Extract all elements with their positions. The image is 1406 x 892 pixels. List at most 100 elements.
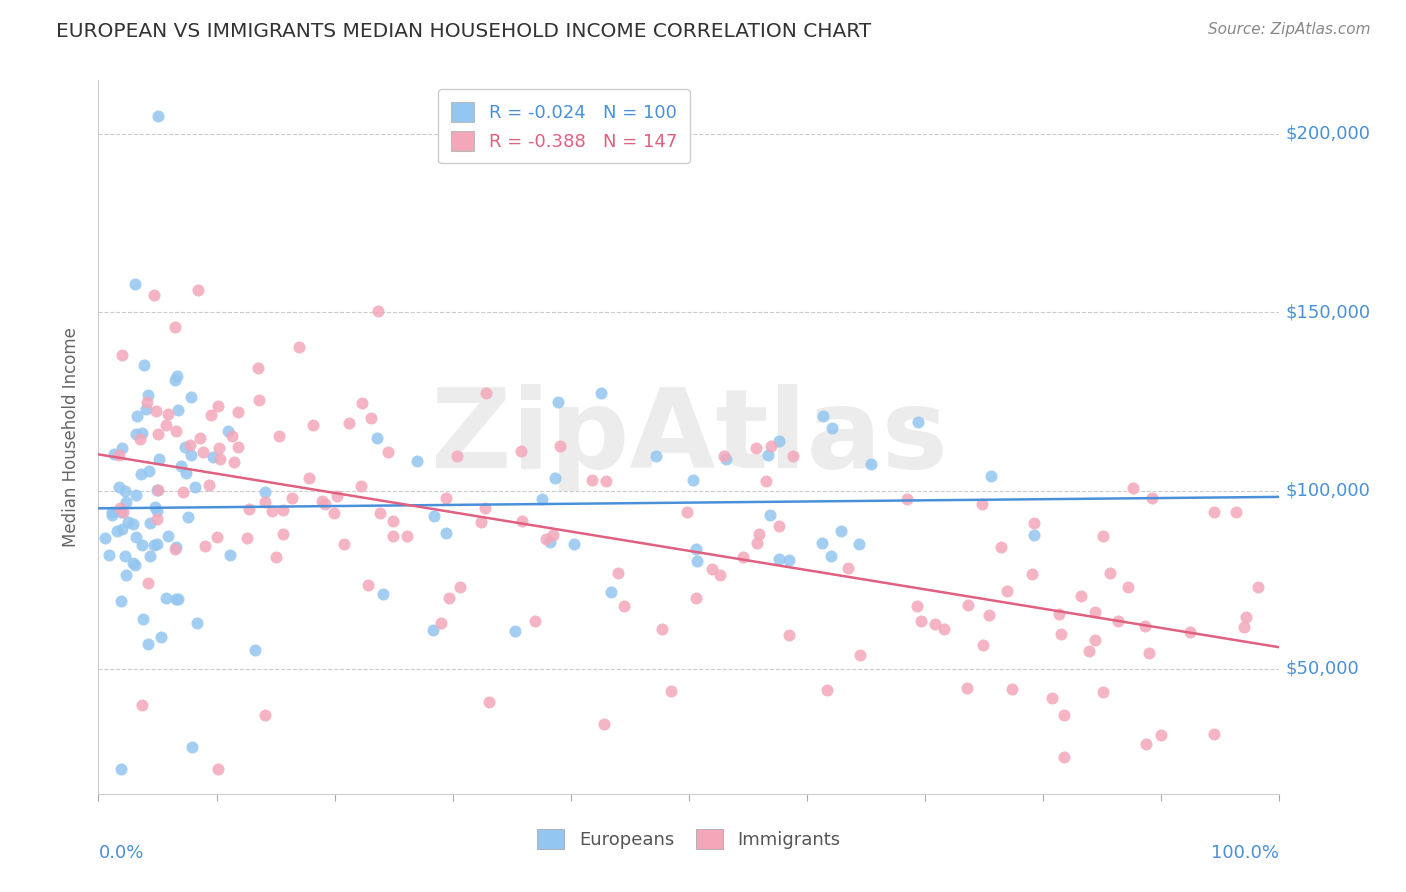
Point	[924, 617, 946, 632]
Point	[131, 698, 153, 712]
Text: EUROPEAN VS IMMIGRANTS MEDIAN HOUSEHOLD INCOME CORRELATION CHART: EUROPEAN VS IMMIGRANTS MEDIAN HOUSEHOLD …	[56, 22, 872, 41]
Point	[972, 638, 994, 652]
Point	[180, 740, 202, 755]
Point	[1053, 749, 1076, 764]
Point	[194, 539, 217, 553]
Point	[174, 440, 197, 454]
Point	[146, 109, 169, 123]
Point	[226, 405, 249, 419]
Point	[581, 473, 603, 487]
Point	[254, 495, 277, 509]
Point	[186, 615, 208, 630]
Point	[1047, 607, 1070, 622]
Point	[600, 585, 623, 599]
Point	[114, 484, 136, 499]
Point	[174, 466, 197, 480]
Point	[821, 421, 844, 435]
Point	[815, 682, 838, 697]
Point	[759, 439, 782, 453]
Point	[970, 497, 993, 511]
Point	[180, 390, 202, 404]
Point	[595, 474, 617, 488]
Point	[676, 505, 699, 519]
Point	[131, 426, 153, 441]
Point	[686, 554, 709, 568]
Point	[896, 492, 918, 507]
Point	[1099, 566, 1122, 580]
Text: 100.0%: 100.0%	[1212, 844, 1279, 862]
Point	[1070, 589, 1092, 603]
Point	[269, 428, 291, 442]
Point	[474, 500, 496, 515]
Point	[547, 395, 569, 409]
Point	[253, 485, 276, 500]
Point	[1024, 516, 1046, 530]
Point	[352, 395, 374, 409]
Point	[238, 502, 260, 516]
Point	[1040, 690, 1063, 705]
Point	[381, 514, 404, 528]
Point	[1001, 681, 1024, 696]
Point	[470, 515, 492, 529]
Point	[745, 441, 768, 455]
Point	[350, 479, 373, 493]
Point	[645, 449, 668, 463]
Point	[165, 542, 187, 557]
Point	[510, 444, 533, 458]
Point	[191, 445, 214, 459]
Point	[434, 491, 457, 505]
Point	[117, 516, 139, 530]
Point	[1140, 491, 1163, 505]
Point	[523, 614, 546, 628]
Point	[955, 681, 977, 696]
Point	[179, 438, 201, 452]
Point	[337, 417, 360, 431]
Point	[110, 505, 132, 519]
Point	[1150, 728, 1173, 742]
Point	[377, 445, 399, 459]
Point	[200, 408, 222, 422]
Point	[125, 427, 148, 442]
Point	[830, 524, 852, 538]
Y-axis label: Median Household Income: Median Household Income	[62, 327, 80, 547]
Point	[138, 465, 160, 479]
Point	[166, 591, 188, 606]
Point	[1116, 580, 1139, 594]
Point	[512, 514, 534, 528]
Point	[166, 369, 188, 384]
Text: 0.0%: 0.0%	[98, 844, 143, 862]
Text: Source: ZipAtlas.com: Source: ZipAtlas.com	[1208, 22, 1371, 37]
Point	[107, 448, 129, 462]
Point	[121, 556, 143, 570]
Point	[837, 561, 859, 575]
Point	[768, 551, 790, 566]
Point	[98, 548, 121, 562]
Point	[748, 527, 770, 541]
Point	[907, 415, 929, 429]
Point	[731, 549, 754, 564]
Point	[1078, 644, 1101, 658]
Point	[956, 599, 979, 613]
Point	[148, 451, 170, 466]
Point	[132, 612, 155, 626]
Point	[685, 542, 707, 557]
Point	[163, 319, 186, 334]
Point	[253, 708, 276, 723]
Point	[1107, 614, 1129, 628]
Point	[115, 568, 138, 582]
Point	[146, 426, 169, 441]
Point	[538, 534, 561, 549]
Point	[114, 549, 136, 563]
Point	[155, 591, 177, 605]
Point	[247, 360, 270, 375]
Point	[475, 386, 498, 401]
Point	[990, 540, 1012, 554]
Point	[541, 527, 564, 541]
Point	[1233, 620, 1256, 634]
Point	[287, 340, 309, 354]
Point	[155, 417, 177, 432]
Point	[135, 401, 157, 416]
Point	[111, 348, 134, 362]
Point	[108, 480, 131, 494]
Point	[593, 717, 616, 731]
